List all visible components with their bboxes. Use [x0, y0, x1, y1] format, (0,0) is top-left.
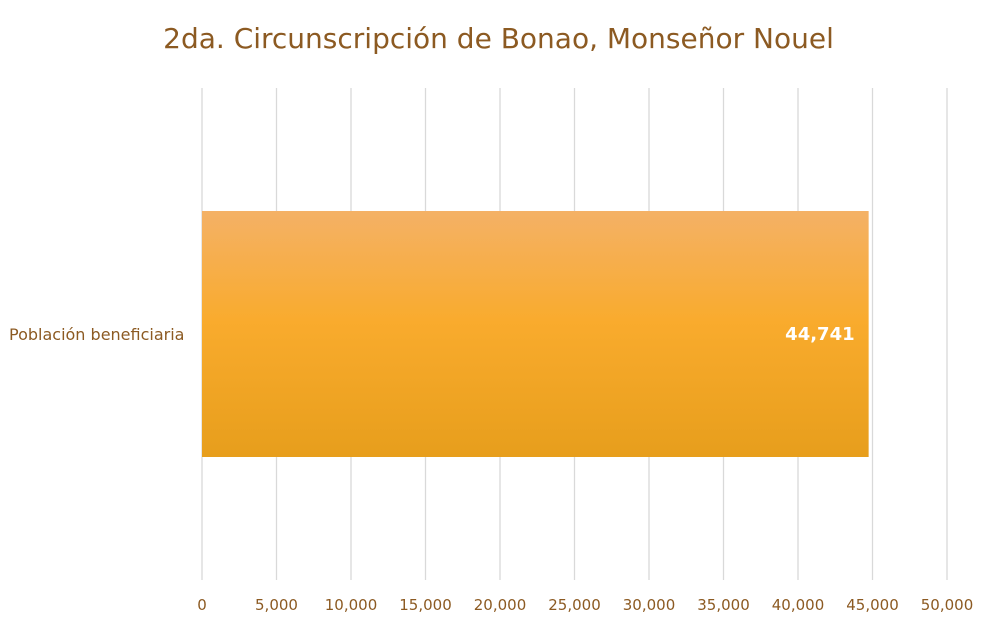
- x-tick-label: 40,000: [772, 596, 825, 614]
- bar-value-label: 44,741: [785, 324, 854, 345]
- x-tick-label: 0: [197, 596, 207, 614]
- x-tick-label: 50,000: [921, 596, 974, 614]
- x-tick-label: 10,000: [325, 596, 378, 614]
- x-tick-label: 15,000: [399, 596, 452, 614]
- x-tick-label: 20,000: [474, 596, 527, 614]
- y-axis-categories: Población beneficiaria: [9, 325, 184, 344]
- x-tick-label: 35,000: [697, 596, 750, 614]
- x-tick-label: 25,000: [548, 596, 601, 614]
- x-tick-label: 30,000: [623, 596, 676, 614]
- bar: [202, 211, 869, 457]
- x-axis-ticks: 0 5,000 10,000 15,000 20,000 25,000 30,000 35,0…: [197, 596, 973, 614]
- chart-title: 2da. Circunscripción de Bonao, Monseñor …: [163, 22, 834, 55]
- x-tick-label: 45,000: [846, 596, 899, 614]
- bars: 44,741: [202, 211, 869, 457]
- x-tick-label: 5,000: [255, 596, 298, 614]
- category-label: Población beneficiaria: [9, 325, 184, 344]
